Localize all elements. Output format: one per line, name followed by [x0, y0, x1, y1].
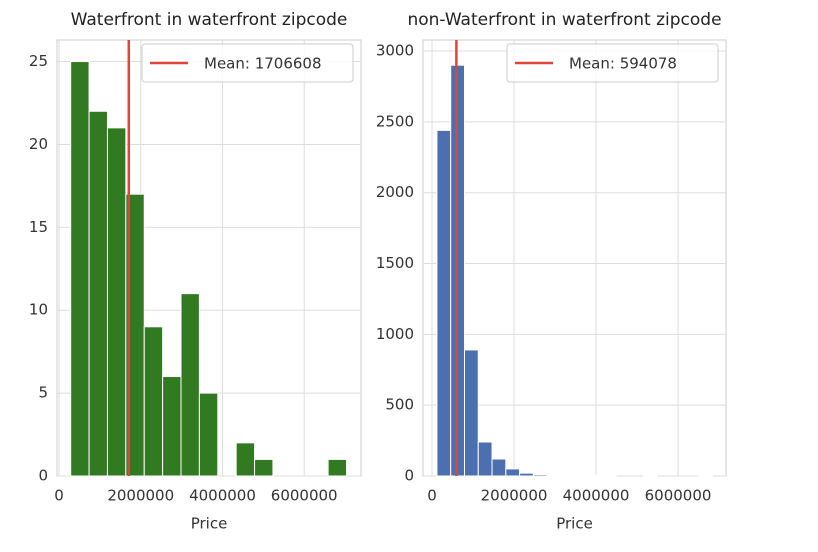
chart-title: Waterfront in waterfront zipcode: [71, 10, 348, 30]
bar: [235, 442, 256, 477]
bar: [519, 472, 534, 477]
bar: [463, 349, 479, 477]
bar: [436, 129, 452, 477]
x-axis-label: Price: [556, 515, 593, 533]
y-tick-label: 25: [29, 52, 48, 70]
bar: [254, 458, 274, 477]
bar: [477, 441, 493, 477]
x-tick-label: 6000000: [645, 487, 712, 505]
y-tick-label: 0: [38, 467, 48, 485]
y-tick-label: 5: [38, 384, 48, 402]
x-tick-label: 4000000: [563, 487, 630, 505]
bar: [106, 127, 127, 477]
y-tick-label: 0: [404, 467, 414, 485]
y-tick-label: 3000: [376, 42, 414, 60]
bar: [88, 110, 108, 477]
y-tick-label: 1000: [376, 325, 414, 343]
bar: [505, 468, 521, 477]
bar: [327, 458, 347, 477]
legend-box: [141, 43, 354, 83]
x-tick-label: 0: [427, 487, 437, 505]
x-tick-label: 6000000: [271, 487, 338, 505]
bar: [162, 376, 182, 477]
x-tick-label: 2000000: [107, 487, 174, 505]
y-tick-label: 10: [29, 301, 48, 319]
bar: [546, 474, 562, 477]
x-tick-label: 2000000: [481, 487, 548, 505]
chart-title: non-Waterfront in waterfront zipcode: [407, 10, 721, 30]
y-tick-label: 2500: [376, 112, 414, 130]
y-tick-label: 15: [29, 218, 48, 236]
y-tick-label: 20: [29, 135, 48, 153]
legend-label: Mean: 1706608: [204, 55, 322, 73]
bar: [180, 293, 200, 477]
subplot: 0 500 1000 1500 2000 2500 3000 0 2000000 4000000 6…: [376, 10, 727, 533]
x-tick-label: 4000000: [189, 487, 256, 505]
bar: [143, 326, 164, 477]
y-tick-label: 1500: [376, 254, 414, 272]
bar: [532, 474, 548, 477]
bar: [491, 458, 507, 477]
subplot: 0 5 10 15 20 25 0 2000000 4000000 6000000 Mean: 17…: [29, 10, 362, 533]
bar: [198, 392, 219, 477]
bar: [70, 61, 90, 477]
y-tick-label: 500: [385, 396, 414, 414]
x-axis-label: Price: [191, 515, 228, 533]
legend-box: [506, 43, 719, 83]
y-tick-label: 2000: [376, 183, 414, 201]
legend-label: Mean: 594078: [569, 55, 677, 73]
x-tick-label: 0: [54, 487, 64, 505]
